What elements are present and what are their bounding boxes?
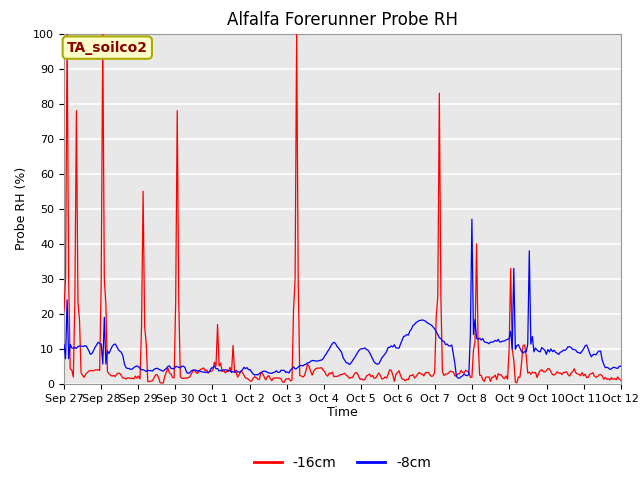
Legend: -16cm, -8cm: -16cm, -8cm — [248, 450, 436, 475]
Text: TA_soilco2: TA_soilco2 — [67, 41, 148, 55]
Title: Alfalfa Forerunner Probe RH: Alfalfa Forerunner Probe RH — [227, 11, 458, 29]
X-axis label: Time: Time — [327, 407, 358, 420]
Y-axis label: Probe RH (%): Probe RH (%) — [15, 167, 28, 251]
